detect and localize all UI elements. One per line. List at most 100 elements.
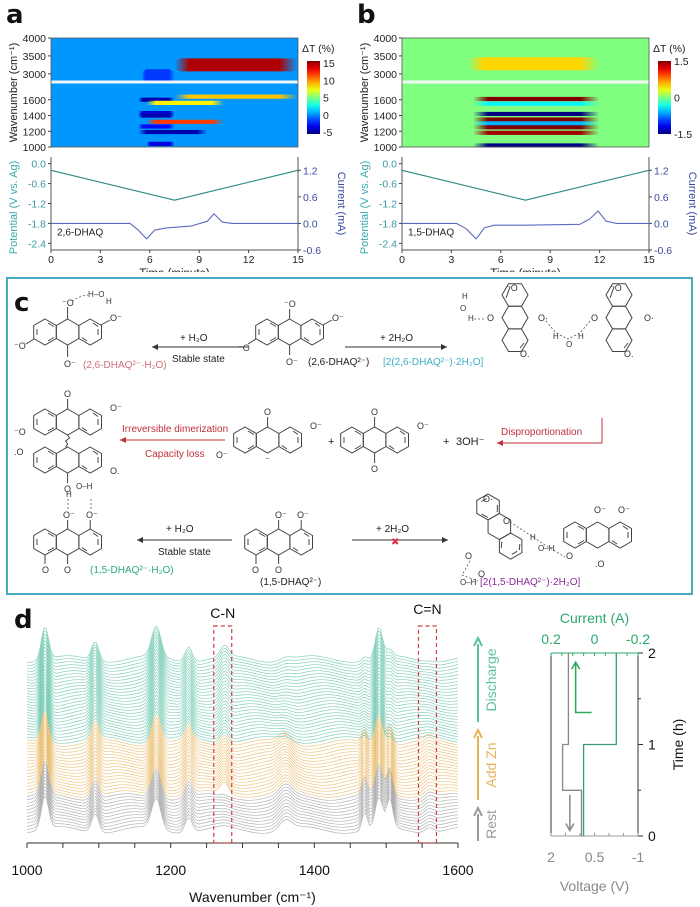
y-tick-label-right: 0.0 (654, 218, 669, 230)
heatmap-band-core (491, 112, 568, 115)
spectrum-trace-discharge (26, 645, 459, 684)
x-tick-label: 3 (448, 254, 454, 266)
svg-text:⁻O: ⁻O (506, 283, 518, 293)
peak-annotation-label: C=N (413, 601, 441, 617)
x-tick-label: 12 (594, 254, 606, 266)
heatmap-band (138, 124, 175, 129)
arrow-label-dimerization: Irreversible dimerization (122, 424, 228, 435)
stage-label: Discharge (483, 648, 499, 711)
x-tick-label-bottom: 2 (547, 849, 555, 865)
svg-text:⁻O: ⁻O (14, 341, 26, 351)
y-tick-label: 1200 (374, 126, 398, 138)
spectrum-trace-add-zn (26, 718, 459, 756)
heatmap-band (141, 69, 175, 83)
arrow-label-stable-15: Stable state (158, 547, 211, 558)
spectrum-trace-add-zn (26, 743, 459, 783)
svg-text:O: O (566, 340, 572, 349)
y-axis-label-right: Current (mA) (335, 172, 347, 236)
heatmap-band-core (491, 144, 568, 147)
spectrum-trace-discharge (26, 687, 459, 723)
x-tick-label: 6 (147, 254, 153, 266)
heatmap-band-core (193, 61, 268, 69)
spectrum-trace-rest (26, 766, 459, 807)
svg-text:O⁻: O⁻ (86, 510, 98, 520)
svg-text:O·: O· (644, 313, 654, 323)
heatmap-band (472, 121, 600, 126)
svg-text:O: O (460, 304, 466, 313)
x-tick-label-bottom: -1 (632, 849, 645, 865)
svg-text:O⁻: O⁻ (618, 505, 630, 515)
stage-label: Rest (483, 810, 499, 839)
electrochem-b: 0 3 6 9 12 15 0.0 -0.6 -1.2 -1.8 -2.4 1.2 0.6 0.0 -0.6… (359, 157, 698, 272)
spectrum-trace-add-zn (26, 710, 459, 747)
svg-text:O: O (478, 569, 485, 579)
spectrum-trace-add-zn (26, 715, 459, 753)
spectrum-trace-discharge (26, 677, 459, 714)
y-tick-label: 0 (648, 828, 656, 844)
spectrum-trace-discharge (27, 625, 459, 663)
y-tick-label-left: -1.8 (379, 218, 397, 230)
svg-text:O⁻: O⁻ (297, 510, 309, 520)
arrow-label-h2o-26: + H₂O (180, 333, 208, 344)
x-axis-label-top: Current (A) (560, 610, 629, 626)
spectrum-trace-rest (26, 776, 459, 816)
colorbar-title: ΔT (%) (302, 43, 334, 55)
current-line (582, 653, 617, 836)
heatmap-frame (50, 37, 299, 148)
spectrum-trace-discharge (26, 661, 459, 699)
molecule-26dhaq-dimer: O O O⁻ ⁻O .O O. (14, 389, 122, 494)
heatmap-band (146, 141, 175, 146)
y-tick-label-right: 0.6 (303, 192, 318, 204)
spectrum-trace-discharge (26, 648, 459, 687)
arrow-head-icon (473, 635, 483, 647)
x-tick-label: 0 (399, 254, 405, 266)
svg-text:O: O (42, 565, 49, 575)
x-axis-label: Wavenumber (cm⁻¹) (189, 889, 316, 905)
spectrum-trace-discharge (27, 628, 459, 666)
svg-text:O: O (566, 551, 573, 561)
heatmap-frame (401, 37, 650, 148)
svg-text:O⁻: O⁻ (110, 403, 122, 413)
spectrum-trace-rest (26, 796, 459, 834)
arrow-head-icon (473, 805, 483, 817)
svg-text:O.: O. (520, 349, 530, 359)
svg-text:O: O (64, 389, 71, 399)
spectrum-trace-add-zn (26, 734, 459, 774)
x-tick-label: 1200 (155, 862, 186, 878)
spectrum-trace-rest (26, 786, 459, 825)
svg-text:O⁻: O⁻ (110, 313, 122, 323)
y-axis-label: Wavenumber (cm⁻¹) (359, 43, 371, 143)
arrow-label-disproportionation: Disproportionation (501, 427, 582, 438)
spectrum-trace-add-zn (26, 729, 459, 768)
y-axis-label-left: Potential (V vs. Ag) (8, 161, 20, 255)
spectrum-trace-discharge (26, 674, 459, 711)
svg-text:H: H (106, 297, 112, 306)
x-tick-label: 15 (292, 254, 304, 266)
svg-text:⁻O: ⁻O (62, 298, 74, 308)
svg-text:O: O (252, 565, 259, 575)
voltage-line (561, 653, 583, 836)
svg-text:⁻: ⁻ (265, 455, 270, 465)
y-tick-label-left: -1.2 (379, 199, 397, 211)
molecule-15dhaq-h2o: O⁻ O⁻ O O H O–H (33, 482, 103, 575)
y-tick-label-right: 0.6 (654, 192, 669, 204)
svg-text:O: O (64, 565, 71, 575)
panel-label-a: a (6, 0, 24, 30)
compound-annotation: 1,5-DHAQ (408, 228, 454, 239)
y-tick-label-right: 1.2 (654, 165, 669, 177)
svg-text:O⁻: O⁻ (594, 505, 606, 515)
spectrum-trace-discharge (26, 696, 459, 732)
spectrum-trace-discharge (26, 699, 459, 735)
svg-text:O⁻: O⁻ (275, 510, 287, 520)
svg-text:H: H (468, 314, 474, 323)
spectrum-trace-discharge (26, 651, 459, 690)
arrow-label-2h2o-15: + 2H₂O (376, 524, 409, 535)
y-tick-label-left: 0.0 (31, 159, 46, 171)
heatmap-background (402, 38, 649, 147)
svg-text:O⁻: O⁻ (332, 313, 344, 323)
x-tick-label: 1000 (11, 862, 42, 878)
spectrum-trace-rest (26, 773, 458, 813)
y-tick-label-left: -0.6 (379, 179, 397, 191)
